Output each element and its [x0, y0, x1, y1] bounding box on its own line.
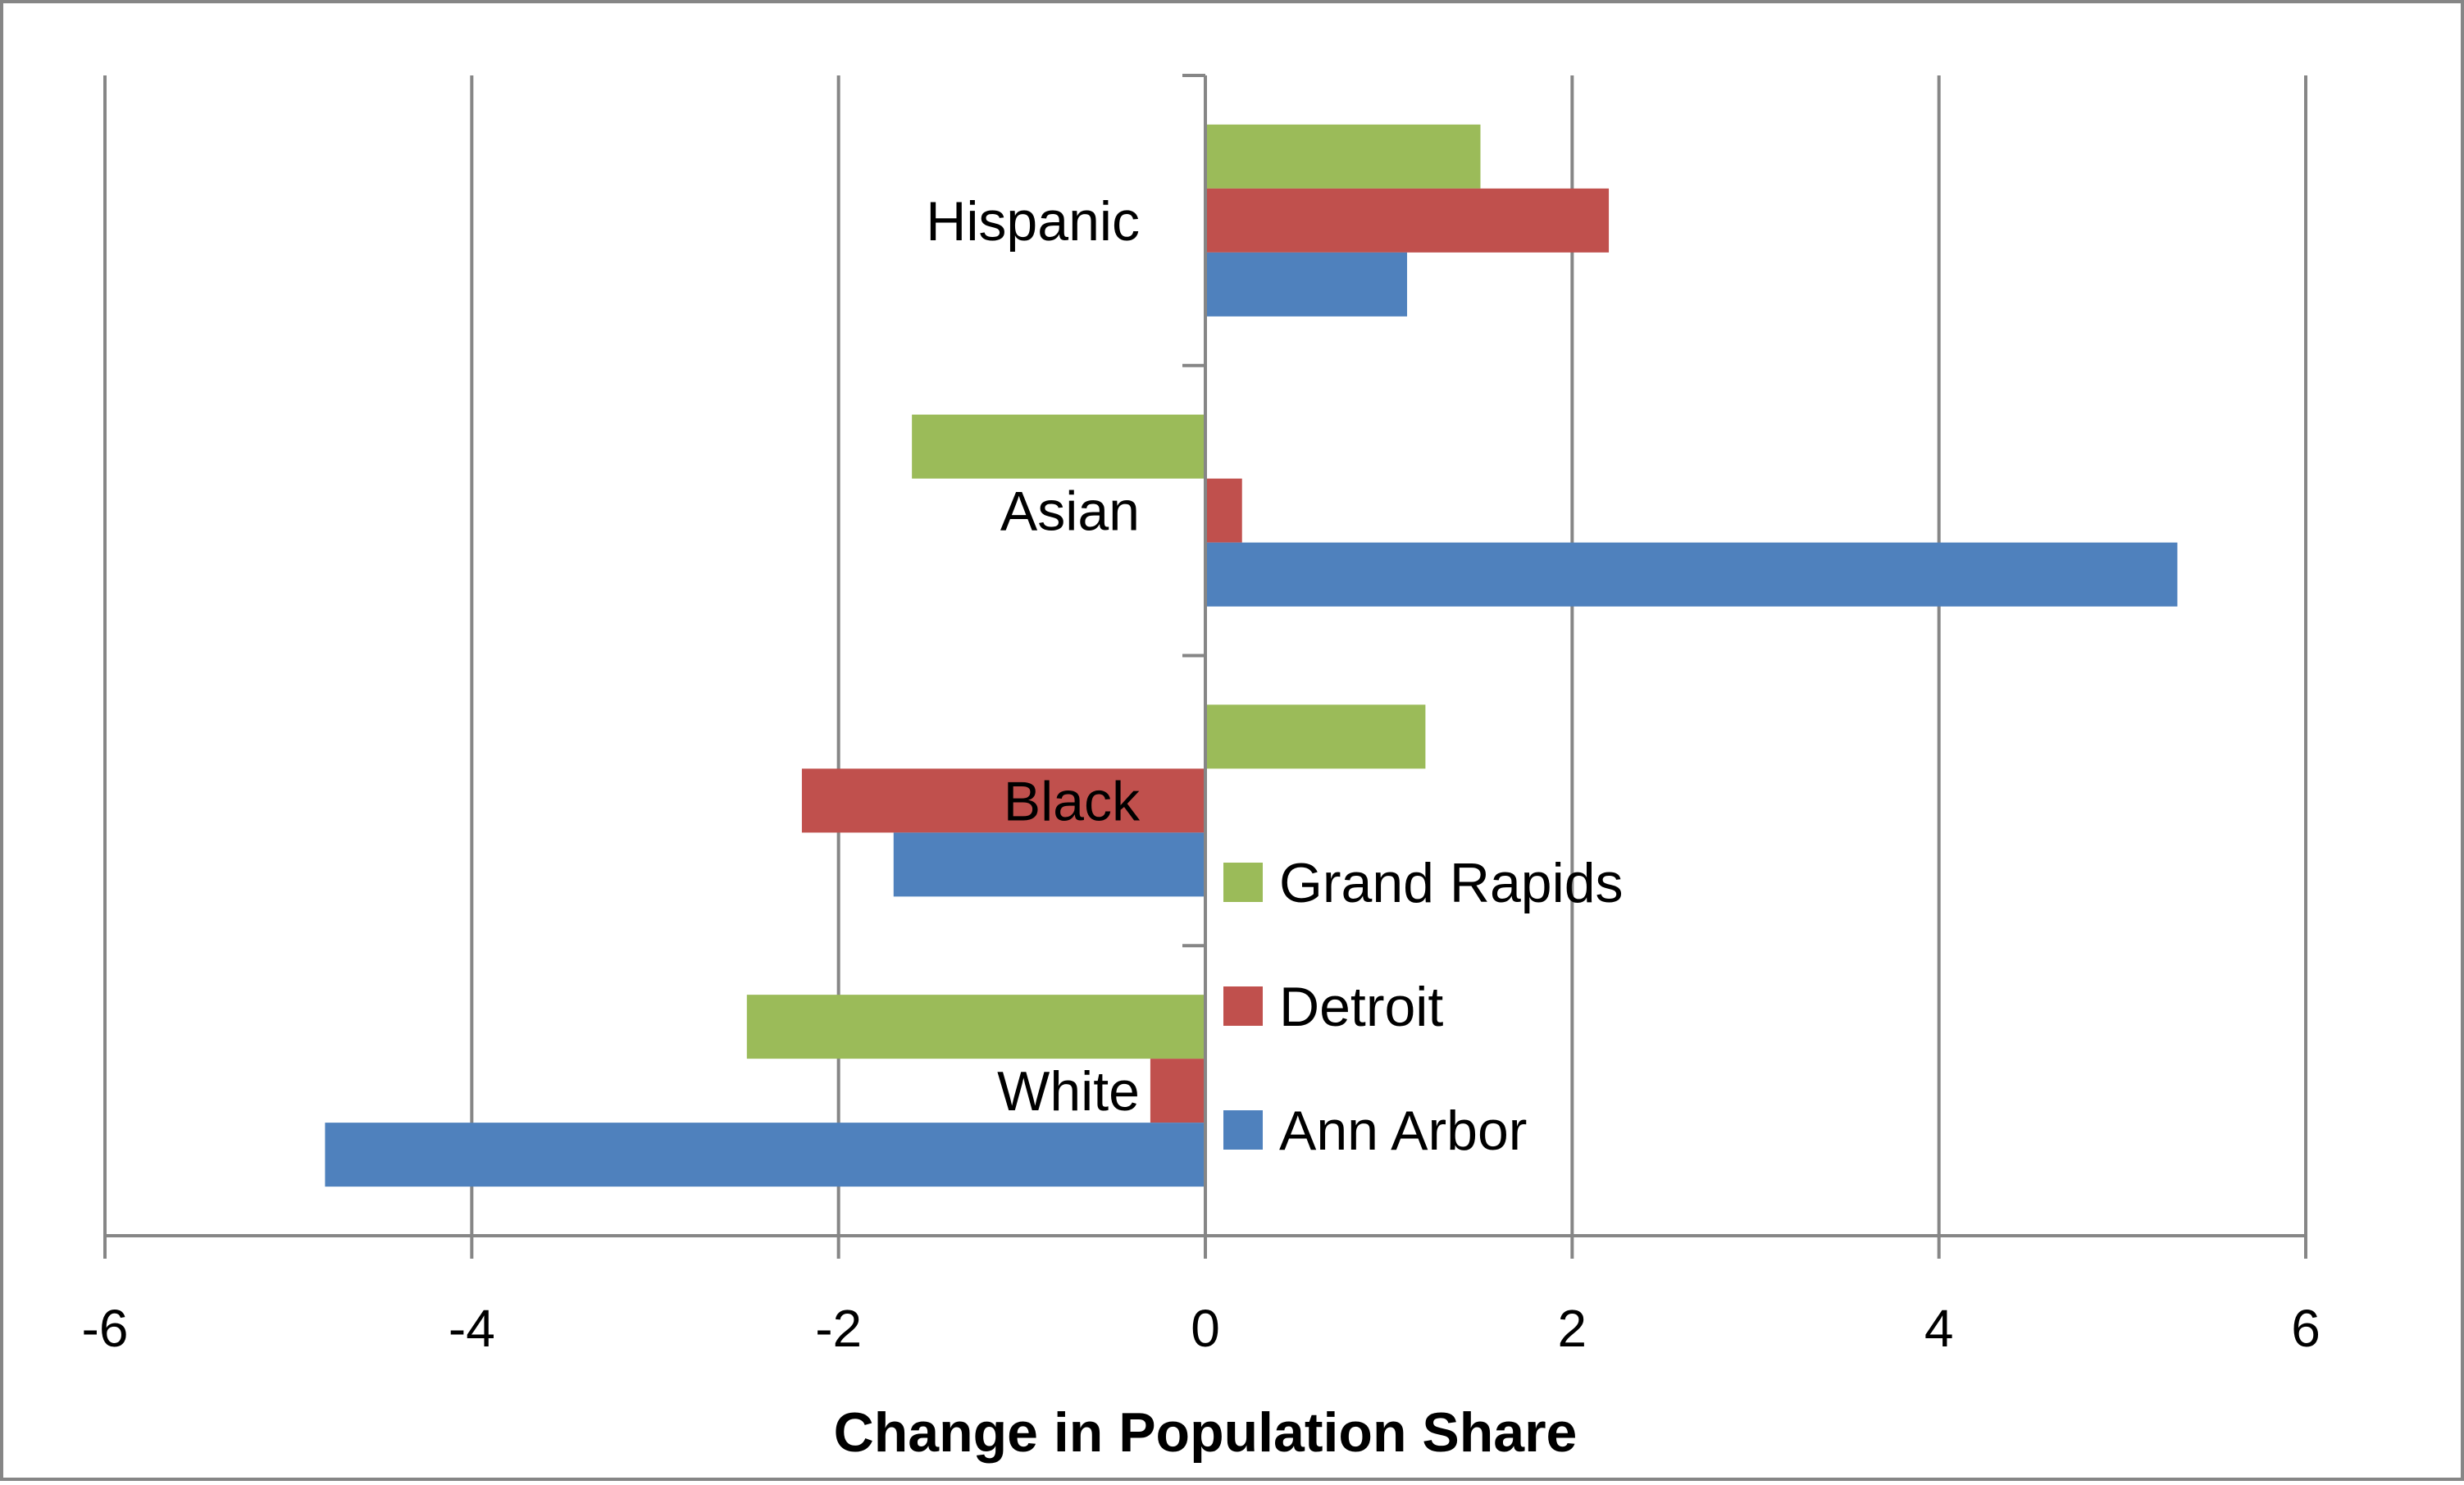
bar-asian-grand-rapids [912, 414, 1205, 479]
x-tick-label: 2 [1558, 1299, 1587, 1358]
bar-hispanic-ann-arbor [1205, 252, 1408, 317]
bar-hispanic-grand-rapids [1205, 124, 1481, 189]
bar-black-detroit [801, 768, 1205, 833]
bar-black-grand-rapids [1205, 704, 1426, 769]
category-label-white: White [997, 1060, 1140, 1123]
x-tick-label: 4 [1924, 1299, 1954, 1358]
x-axis-title: Change in Population Share [834, 1401, 1578, 1464]
x-tick-label: -4 [449, 1299, 495, 1358]
bar-asian-ann-arbor [1205, 542, 2178, 607]
legend-label-ann-arbor: Ann Arbor [1279, 1100, 1527, 1162]
x-tick-label: 0 [1191, 1299, 1220, 1358]
bar-hispanic-detroit [1205, 188, 1610, 253]
bar-asian-detroit [1205, 478, 1242, 543]
bars [325, 124, 2178, 1187]
gridlines [103, 75, 2307, 1236]
x-tick-label: -6 [82, 1299, 129, 1358]
axes: -6 -4 -2 0 2 4 6 [82, 74, 2321, 1358]
legend-swatch-ann-arbor [1223, 1110, 1263, 1150]
legend: Grand Rapids Detroit Ann Arbor [1223, 852, 1624, 1162]
category-label-hispanic: Hispanic [926, 190, 1140, 253]
category-labels: Hispanic Asian Black White [926, 190, 1141, 1123]
bar-black-ann-arbor [893, 832, 1205, 897]
bar-white-detroit [1150, 1059, 1205, 1123]
legend-label-detroit: Detroit [1279, 976, 1443, 1038]
category-label-asian: Asian [1000, 481, 1140, 543]
legend-label-grand-rapids: Grand Rapids [1279, 852, 1624, 914]
x-tick-label: -2 [815, 1299, 862, 1358]
legend-swatch-grand-rapids [1223, 863, 1263, 902]
legend-swatch-detroit [1223, 986, 1263, 1026]
bar-white-ann-arbor [325, 1123, 1205, 1187]
bar-white-grand-rapids [746, 995, 1205, 1059]
category-label-black: Black [1004, 770, 1141, 832]
x-tick-label: 6 [2291, 1299, 2321, 1358]
